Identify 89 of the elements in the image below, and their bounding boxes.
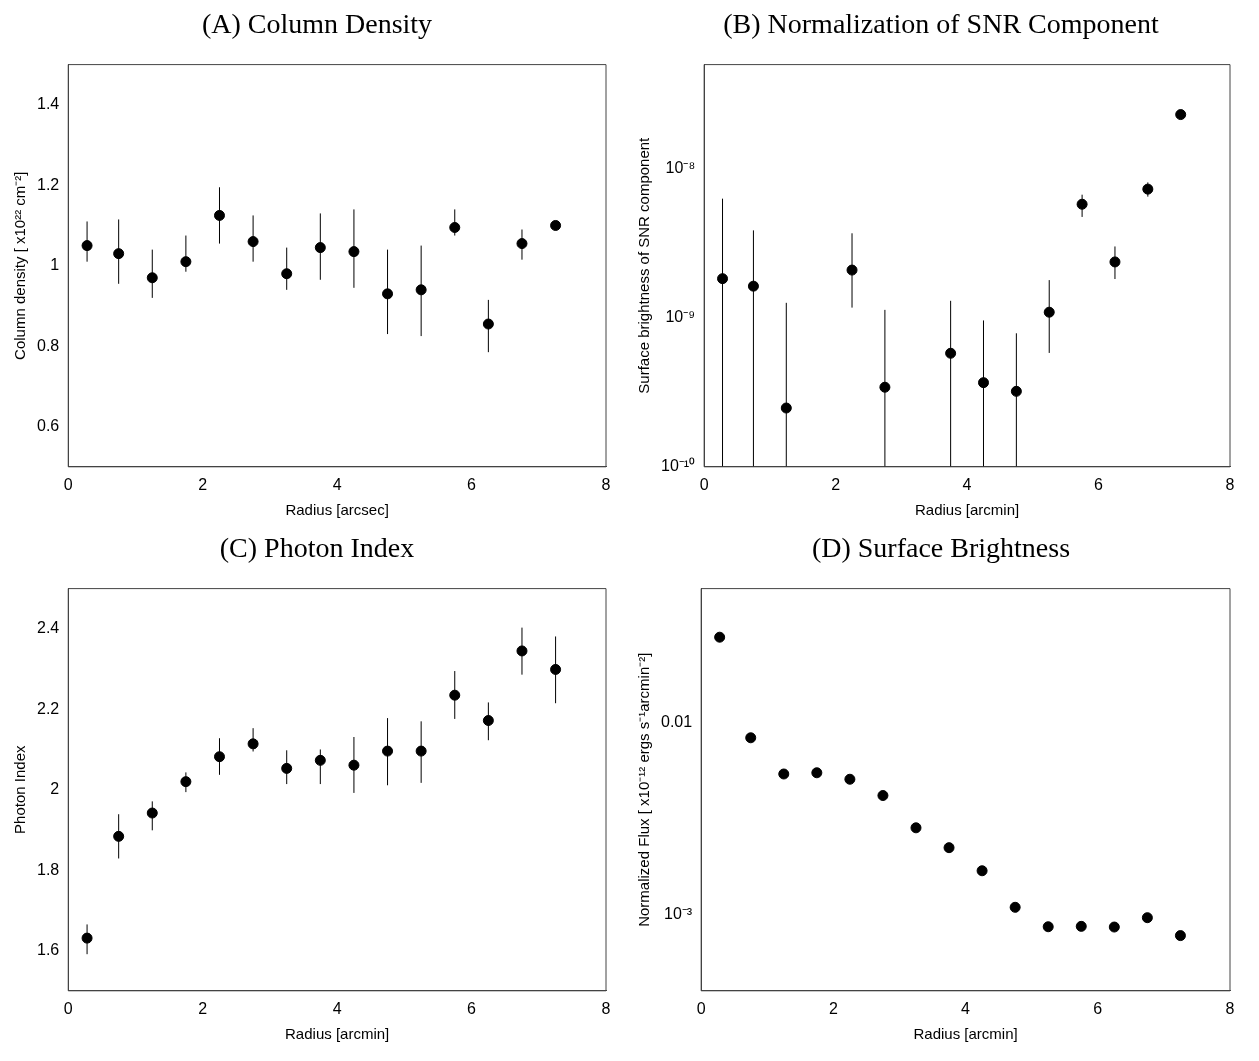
chart-title: (C) Photon Index [218,532,416,565]
y-axis-title: Surface brightness of SNR component [635,136,653,394]
chart-title: (D) Surface Brightness [810,532,1072,565]
point [1175,109,1187,121]
point [113,830,125,842]
point [877,790,889,802]
point [717,273,729,285]
point [1042,921,1054,933]
x-tick-label: 0 [63,475,73,493]
x-tick-label: 2 [198,475,208,493]
y-axis-title: Normalized Flux [ x10⁻¹² ergs s⁻¹arcmin⁻²] [635,652,653,927]
y-tick-label: 10⁻⁸ [665,159,696,177]
point [550,219,562,231]
x-tick-label: 8 [601,999,611,1017]
x-tick-label: 2 [198,999,208,1017]
x-tick-label: 4 [332,999,342,1017]
y-axis-title: Column density [ x10²² cm⁻²] [11,171,29,360]
x-tick-label: 2 [831,475,841,493]
point [1174,930,1186,942]
point [747,280,759,292]
point [1075,920,1087,932]
x-tick-label: 0 [63,999,73,1017]
x-tick-label: 0 [696,999,706,1017]
point [1141,912,1153,924]
point [314,754,326,766]
y-tick-label: 1 [50,256,60,274]
x-tick-label: 6 [467,999,477,1017]
point [482,318,494,330]
point [281,762,293,774]
y-tick-label: 2 [50,780,60,798]
point [213,209,225,221]
y-tick-label: 10⁻³ [664,904,693,922]
y-tick-label: 1.6 [36,940,60,958]
y-tick-label: 10⁻¹⁰ [661,457,696,475]
x-axis-title: Radius [arcmin] [913,1025,1018,1043]
y-tick-label: 0.01 [661,713,693,731]
x-tick-label: 6 [1093,999,1103,1017]
point [449,689,461,701]
y-tick-label: 0.8 [36,336,60,354]
y-tick-label: 1.2 [36,175,60,193]
point [978,377,989,389]
point [1009,901,1021,913]
point [281,268,293,280]
point [550,663,562,675]
point [745,732,757,744]
y-axis-title: Photon Index [11,745,29,834]
y-tick-label: 10⁻⁹ [665,308,696,326]
point [943,842,955,854]
point [382,288,394,300]
x-axis-title: Radius [arcmin] [914,501,1020,519]
x-tick-label: 4 [961,999,971,1017]
point [778,768,790,780]
y-tick-label: 2.4 [36,619,60,637]
x-tick-label: 6 [1094,475,1104,493]
y-tick-label: 1.4 [36,95,60,113]
point [910,822,922,834]
x-tick-label: 4 [962,475,972,493]
x-tick-label: 8 [601,475,611,493]
point [146,807,158,819]
point [382,745,394,757]
point [1043,306,1055,318]
point [213,751,225,763]
point [449,221,461,233]
point [1108,921,1120,933]
point [976,865,988,877]
point [113,248,125,260]
chart-title: (B) Normalization of SNR Component [722,8,1160,41]
point [314,242,326,254]
point [811,767,823,779]
point [844,773,856,785]
x-axis-title: Radius [arcsec] [285,501,389,519]
x-axis-title: Radius [arcmin] [285,1025,390,1043]
x-tick-label: 4 [332,475,342,493]
point [146,272,158,284]
x-tick-label: 8 [1225,999,1235,1017]
point [945,347,957,359]
x-tick-label: 6 [467,475,477,493]
x-tick-label: 0 [699,475,709,493]
point [1010,385,1022,397]
point [780,402,792,414]
y-tick-label: 2.2 [36,699,60,717]
y-tick-label: 1.8 [36,860,60,878]
point [482,715,494,727]
chart-title: (A) Column Density [200,8,434,41]
point [714,631,726,643]
point [1142,183,1154,195]
x-tick-label: 8 [1225,475,1235,493]
y-tick-label: 0.6 [36,416,60,434]
x-tick-label: 2 [828,999,838,1017]
